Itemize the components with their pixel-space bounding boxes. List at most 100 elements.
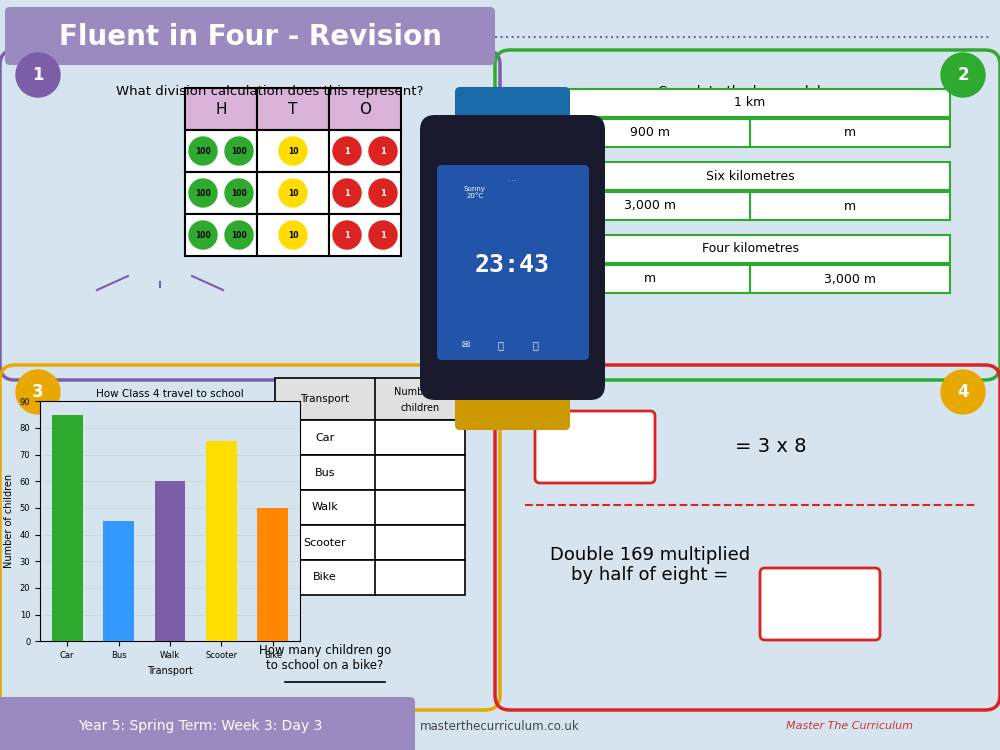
Text: Four kilometres: Four kilometres <box>702 242 798 256</box>
FancyBboxPatch shape <box>535 411 655 483</box>
Circle shape <box>369 221 397 249</box>
Text: Year 5: Spring Term: Week 3: Day 3: Year 5: Spring Term: Week 3: Day 3 <box>78 719 322 733</box>
Circle shape <box>369 137 397 165</box>
Text: 1: 1 <box>380 230 386 239</box>
Text: 100: 100 <box>231 230 247 239</box>
FancyBboxPatch shape <box>750 265 950 293</box>
Text: Complete the bar models.: Complete the bar models. <box>658 86 832 98</box>
FancyBboxPatch shape <box>185 172 257 214</box>
Text: Transport: Transport <box>300 394 350 404</box>
FancyBboxPatch shape <box>0 697 415 750</box>
Text: Sunny
20°C: Sunny 20°C <box>464 185 486 199</box>
Text: 10: 10 <box>288 188 298 197</box>
Text: Six kilometres: Six kilometres <box>706 170 794 182</box>
FancyBboxPatch shape <box>550 265 750 293</box>
Circle shape <box>189 221 217 249</box>
Text: 100: 100 <box>195 146 211 155</box>
FancyBboxPatch shape <box>329 172 401 214</box>
FancyBboxPatch shape <box>257 172 329 214</box>
Text: 🔍: 🔍 <box>497 340 503 350</box>
Bar <box>206 441 237 641</box>
Text: 1: 1 <box>344 230 350 239</box>
FancyBboxPatch shape <box>750 119 950 147</box>
FancyBboxPatch shape <box>257 214 329 256</box>
FancyBboxPatch shape <box>455 87 570 137</box>
FancyBboxPatch shape <box>5 7 495 65</box>
Text: 1: 1 <box>344 188 350 197</box>
Text: 4: 4 <box>957 383 969 401</box>
Bar <box>257 508 288 641</box>
FancyBboxPatch shape <box>550 235 950 263</box>
FancyBboxPatch shape <box>750 192 950 220</box>
FancyBboxPatch shape <box>185 88 257 130</box>
Text: 1: 1 <box>344 146 350 155</box>
Circle shape <box>333 221 361 249</box>
Text: Bus: Bus <box>315 467 335 478</box>
Circle shape <box>225 179 253 207</box>
X-axis label: Transport: Transport <box>147 665 193 676</box>
Text: 100: 100 <box>231 146 247 155</box>
Text: m: m <box>644 272 656 286</box>
Text: 100: 100 <box>195 188 211 197</box>
FancyBboxPatch shape <box>257 88 329 130</box>
FancyBboxPatch shape <box>275 490 465 525</box>
FancyBboxPatch shape <box>550 119 750 147</box>
FancyBboxPatch shape <box>275 378 465 420</box>
FancyBboxPatch shape <box>455 380 570 430</box>
Text: What division calculation does this represent?: What division calculation does this repr… <box>116 86 424 98</box>
Text: 900 m: 900 m <box>630 127 670 140</box>
Circle shape <box>189 137 217 165</box>
Text: masterthecurriculum.co.uk: masterthecurriculum.co.uk <box>420 719 580 733</box>
FancyBboxPatch shape <box>275 455 465 490</box>
Text: O: O <box>359 101 371 116</box>
Text: 1: 1 <box>380 146 386 155</box>
Text: Number of: Number of <box>394 387 446 397</box>
Text: Car: Car <box>315 433 335 442</box>
Text: Bike: Bike <box>313 572 337 583</box>
Circle shape <box>941 370 985 414</box>
Text: 1: 1 <box>32 66 44 84</box>
Circle shape <box>333 137 361 165</box>
Text: 3,000 m: 3,000 m <box>624 200 676 212</box>
Text: ✉: ✉ <box>461 340 469 350</box>
Text: = 3 x 8: = 3 x 8 <box>735 437 806 457</box>
FancyBboxPatch shape <box>257 130 329 172</box>
Circle shape <box>225 137 253 165</box>
Circle shape <box>279 221 307 249</box>
FancyBboxPatch shape <box>275 560 465 595</box>
Circle shape <box>189 179 217 207</box>
Title: How Class 4 travel to school: How Class 4 travel to school <box>96 389 244 399</box>
FancyBboxPatch shape <box>329 88 401 130</box>
FancyBboxPatch shape <box>550 162 950 190</box>
Text: m: m <box>844 200 856 212</box>
FancyBboxPatch shape <box>275 525 465 560</box>
Text: 23:43: 23:43 <box>475 253 550 277</box>
Text: How many children go
to school on a bike?: How many children go to school on a bike… <box>259 644 391 672</box>
FancyBboxPatch shape <box>420 115 605 400</box>
FancyBboxPatch shape <box>550 89 950 117</box>
Circle shape <box>225 221 253 249</box>
Text: Walk: Walk <box>312 503 338 512</box>
Bar <box>52 415 83 641</box>
Text: H: H <box>215 101 227 116</box>
Text: 10: 10 <box>288 146 298 155</box>
Text: T: T <box>288 101 298 116</box>
FancyBboxPatch shape <box>185 130 257 172</box>
FancyBboxPatch shape <box>329 214 401 256</box>
Text: 👤: 👤 <box>532 340 538 350</box>
Text: Double 169 multiplied
by half of eight =: Double 169 multiplied by half of eight = <box>550 545 750 584</box>
Text: 1 km: 1 km <box>734 97 766 109</box>
Text: 3: 3 <box>32 383 44 401</box>
FancyBboxPatch shape <box>437 165 589 360</box>
FancyBboxPatch shape <box>760 568 880 640</box>
Circle shape <box>941 53 985 97</box>
Text: children: children <box>400 403 440 413</box>
Y-axis label: Number of children: Number of children <box>4 474 14 568</box>
Text: m: m <box>844 127 856 140</box>
Circle shape <box>369 179 397 207</box>
Circle shape <box>333 179 361 207</box>
Text: 10: 10 <box>288 230 298 239</box>
Text: 100: 100 <box>231 188 247 197</box>
Text: Scooter: Scooter <box>304 538 346 548</box>
Text: 2: 2 <box>957 66 969 84</box>
